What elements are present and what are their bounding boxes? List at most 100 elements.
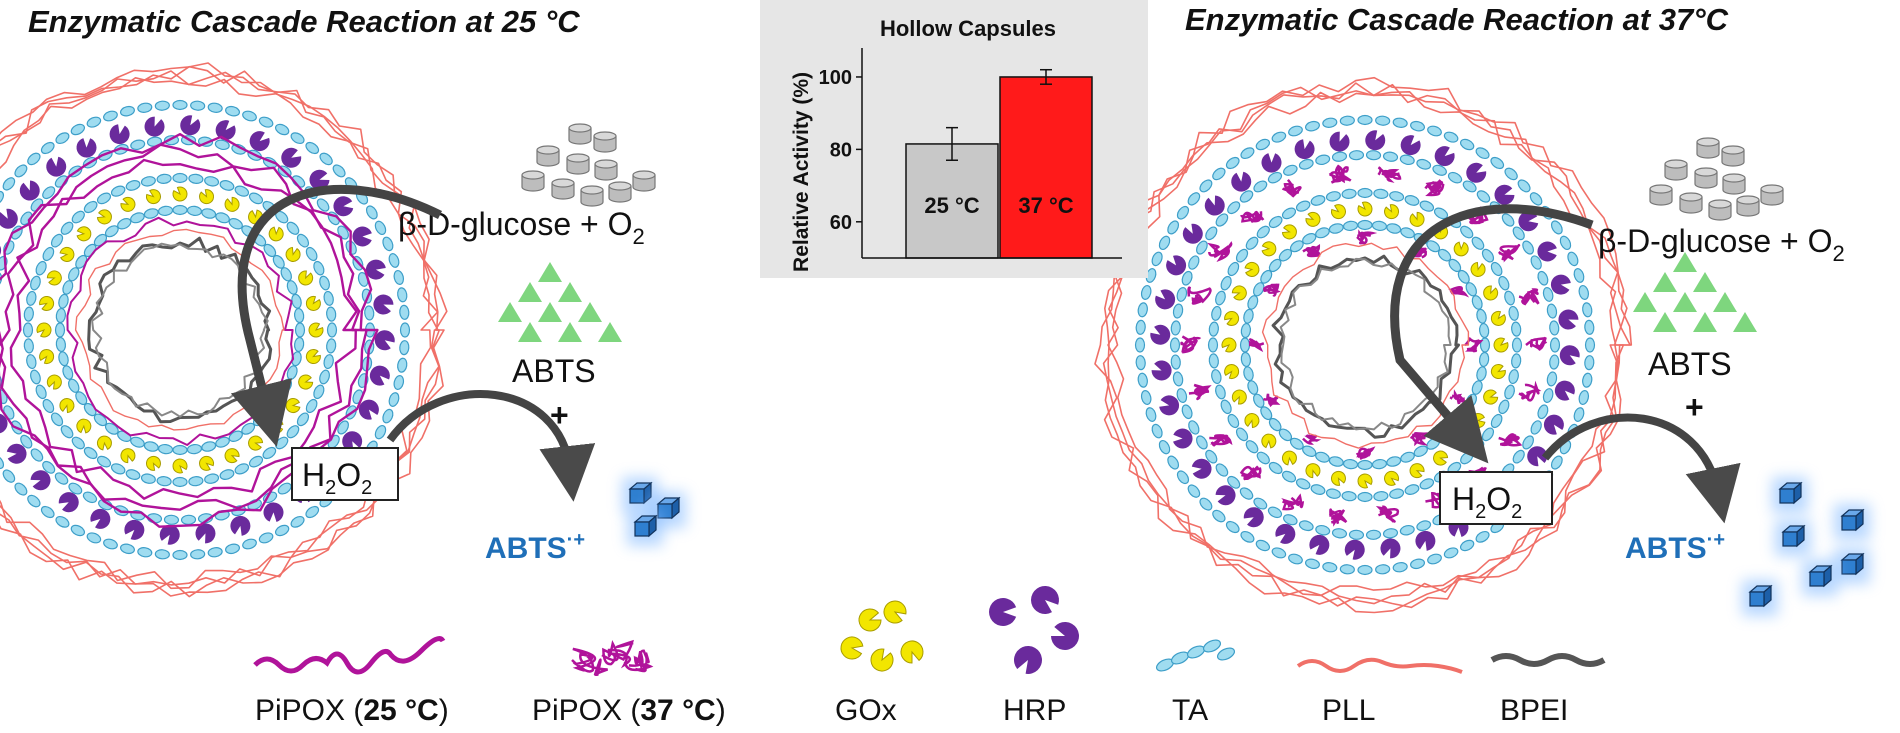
pll-strand — [0, 65, 441, 598]
legend-pll-swatch — [1296, 657, 1463, 674]
hrp-enzyme — [1155, 289, 1176, 310]
gox-enzyme — [1224, 311, 1240, 326]
abts-triangle — [518, 322, 542, 342]
ta-bead — [1271, 131, 1287, 143]
product-label-left: ABTS·+ — [485, 529, 585, 565]
glucose-cylinders-left — [521, 123, 656, 207]
ta-bead — [1281, 207, 1297, 220]
pipox-strand — [0, 133, 379, 528]
ta-bead — [1151, 251, 1163, 267]
ta-bead — [1549, 337, 1561, 353]
hrp-enzyme — [373, 294, 394, 315]
ta-bead — [1471, 440, 1485, 454]
ta-bead — [172, 476, 188, 488]
ta-bead — [1304, 558, 1320, 570]
hrp-enzyme — [263, 502, 284, 522]
ta-bead — [1490, 413, 1503, 429]
ta-bead — [1392, 562, 1408, 573]
gox-enzyme — [224, 196, 240, 212]
ta-bead — [1137, 372, 1148, 388]
h2o2-label-left: H2O2 — [302, 457, 372, 499]
ta-bead — [1295, 200, 1311, 212]
hrp-enzyme — [1554, 380, 1575, 401]
ta-bead — [290, 515, 305, 528]
ta-bead — [1357, 219, 1373, 231]
arrow-h2o2-to-product-left — [386, 390, 596, 502]
ta-bead — [1410, 120, 1426, 132]
chart-ytick-label: 60 — [830, 212, 852, 234]
ta-bead — [326, 322, 338, 338]
ta-bead — [1225, 520, 1240, 534]
ta-bead — [1239, 337, 1251, 353]
hrp-enzyme — [309, 169, 330, 190]
gox-enzyme — [46, 374, 62, 390]
left-title: Enzymatic Cascade Reaction at 25 °C — [28, 4, 580, 39]
ta-bead — [399, 322, 411, 338]
ta-bead — [172, 204, 188, 216]
hrp-enzyme — [1150, 324, 1171, 345]
ta-bead — [388, 253, 400, 268]
gox-enzyme — [1221, 337, 1237, 353]
ta-bead — [125, 180, 141, 191]
hrp-enzyme — [1231, 171, 1252, 192]
abts-triangle — [498, 302, 522, 322]
abts-triangle — [1653, 312, 1677, 332]
hrp-enzyme — [76, 138, 97, 158]
legend: PiPOX (25 °C) PiPOX (37 °C) GOx HRP TA P… — [253, 586, 1606, 727]
ta-bead — [23, 338, 34, 354]
ta-bead — [1215, 290, 1226, 306]
ta-bead — [1267, 171, 1283, 184]
glucose-cylinder-top — [1736, 195, 1760, 205]
gox-enzyme — [308, 322, 324, 338]
ta-bead — [1478, 322, 1490, 339]
ta-bead — [399, 340, 410, 356]
hrp-enzyme — [124, 519, 145, 540]
ta-bead — [1255, 138, 1271, 151]
ta-bead — [1578, 390, 1590, 406]
ta-bead — [305, 398, 318, 414]
glucose-cylinder-top — [632, 170, 656, 180]
ta-bead — [1215, 463, 1229, 477]
gox-enzyme — [199, 189, 214, 205]
bpei-strand — [1271, 254, 1460, 439]
right-title: Enzymatic Cascade Reaction at 37°C — [1185, 2, 1729, 37]
abts-triangle — [1633, 292, 1657, 312]
pipox-coil — [1207, 241, 1233, 262]
hrp-enzyme — [1151, 360, 1172, 381]
ta-bead — [1240, 322, 1252, 339]
gox-enzyme — [268, 418, 284, 434]
ta-bead — [1462, 180, 1477, 193]
ta-bead — [1187, 484, 1201, 498]
pipox-coil — [1409, 432, 1430, 447]
gox-enzyme — [1224, 364, 1240, 380]
ta-bead — [1215, 384, 1226, 400]
ta-bead — [1371, 458, 1388, 470]
ta-bead — [1298, 520, 1314, 532]
ta-bead — [0, 455, 5, 470]
ta-bead — [1253, 180, 1268, 193]
ta-bead — [1135, 355, 1146, 371]
ta-bead — [1357, 114, 1373, 126]
ta-bead — [1235, 248, 1249, 263]
ta-bead — [286, 221, 300, 235]
ta-bead — [1481, 427, 1495, 442]
legend-pipox37-swatch — [571, 639, 654, 677]
ta-bead — [1212, 167, 1226, 181]
abts-triangle — [538, 302, 562, 322]
ta-bead — [186, 443, 203, 455]
ta-bead — [1267, 506, 1283, 519]
ta-bead — [1476, 190, 1491, 203]
ta-bead — [82, 491, 98, 504]
h2o2-box-right — [1439, 471, 1553, 525]
ta-bead — [1245, 440, 1259, 454]
hrp-enzyme — [281, 147, 302, 168]
ta-bead — [1283, 164, 1298, 176]
gox-enzyme — [1281, 450, 1297, 466]
ta-bead — [137, 547, 153, 558]
gox-enzyme — [1493, 337, 1509, 353]
ta-bead — [234, 463, 250, 475]
gox-enzyme — [1244, 261, 1260, 277]
ta-bead — [1584, 337, 1596, 353]
pipox-coil — [1518, 288, 1540, 306]
gox-enzyme — [199, 455, 215, 471]
